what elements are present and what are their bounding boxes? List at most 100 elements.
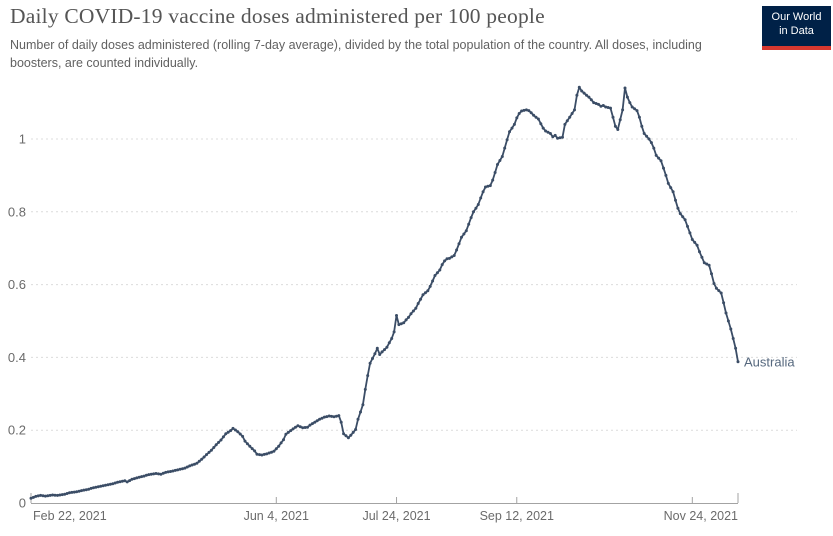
data-point: [96, 485, 100, 489]
data-point: [700, 255, 704, 259]
data-point: [419, 297, 423, 301]
data-point: [224, 432, 228, 436]
data-point: [443, 259, 447, 263]
entity-label-australia[interactable]: Australia: [744, 354, 795, 369]
data-point: [140, 475, 144, 479]
y-tick-label: 0.2: [8, 423, 26, 438]
data-point: [171, 469, 175, 473]
data-point: [387, 341, 391, 345]
owid-logo-line1: Our World: [771, 11, 822, 23]
data-point: [503, 146, 507, 150]
y-tick-label: 1: [19, 132, 26, 147]
data-point: [488, 184, 492, 188]
data-point: [431, 279, 435, 283]
data-point: [125, 480, 129, 484]
data-point: [106, 483, 110, 487]
data-point: [674, 198, 677, 202]
data-point: [342, 432, 346, 436]
data-point: [551, 135, 555, 139]
data-point: [327, 414, 331, 418]
data-point: [575, 93, 579, 97]
data-point: [455, 248, 459, 252]
data-point: [173, 468, 177, 472]
data-point: [426, 289, 430, 293]
data-point: [135, 476, 139, 480]
data-point: [185, 465, 189, 469]
data-point: [589, 98, 593, 102]
data-point: [116, 480, 120, 484]
data-point: [318, 417, 322, 421]
data-point: [645, 134, 649, 138]
data-point: [349, 433, 353, 437]
data-point: [734, 346, 738, 350]
data-point: [568, 115, 572, 119]
data-point: [541, 126, 545, 130]
data-point: [556, 136, 560, 140]
data-point: [395, 314, 398, 317]
data-point: [573, 108, 576, 112]
data-point: [361, 403, 365, 407]
data-point: [51, 493, 55, 497]
data-point: [582, 91, 586, 95]
x-tick-label: Jun 4, 2021: [244, 509, 309, 523]
data-point: [56, 493, 59, 497]
data-point: [298, 425, 302, 429]
data-point: [80, 489, 83, 493]
data-point: [63, 492, 67, 496]
data-point: [154, 472, 158, 475]
data-point: [286, 430, 290, 434]
data-point: [320, 416, 324, 420]
data-point: [368, 361, 372, 365]
page-title: Daily COVID-19 vaccine doses administere…: [10, 4, 545, 28]
owid-logo[interactable]: Our World in Data: [762, 6, 831, 46]
data-point: [132, 477, 136, 481]
data-point: [522, 108, 526, 112]
data-point: [226, 430, 230, 434]
data-point: [238, 432, 242, 436]
data-point: [553, 133, 557, 137]
data-point: [561, 135, 564, 139]
x-axis-labels: Feb 22, 2021 Jun 4, 2021 Jul 24, 2021 Sep 1…: [33, 509, 738, 523]
data-point: [34, 494, 38, 498]
data-point: [200, 457, 204, 461]
data-point: [301, 426, 305, 430]
data-point: [414, 306, 418, 310]
data-point: [580, 89, 584, 93]
data-point: [99, 484, 103, 488]
data-point: [161, 471, 165, 475]
data-point: [652, 146, 656, 150]
data-point: [570, 112, 574, 115]
data-point: [662, 166, 665, 170]
data-point: [565, 119, 569, 123]
data-point: [260, 453, 264, 457]
data-point: [193, 462, 196, 466]
data-point: [411, 309, 415, 313]
data-point: [334, 414, 338, 418]
data-point: [467, 222, 471, 226]
data-point: [693, 240, 697, 244]
data-point: [108, 482, 112, 486]
data-point: [205, 453, 208, 457]
data-point: [289, 429, 293, 433]
data-point: [337, 414, 341, 418]
data-point: [510, 126, 514, 130]
data-point: [585, 93, 588, 97]
data-point: [356, 417, 360, 421]
data-point: [710, 272, 713, 276]
data-point: [344, 434, 348, 438]
data-point: [433, 274, 437, 277]
data-point: [517, 112, 521, 115]
data-point: [613, 124, 617, 128]
data-point: [577, 85, 581, 89]
data-point: [82, 488, 86, 492]
data-point: [527, 109, 531, 113]
data-point: [731, 337, 735, 340]
data-point: [404, 318, 408, 322]
data-point: [94, 485, 98, 489]
data-point: [253, 449, 257, 453]
data-point: [147, 473, 151, 477]
data-point: [380, 350, 384, 354]
data-point: [616, 128, 620, 131]
data-point: [479, 196, 483, 200]
